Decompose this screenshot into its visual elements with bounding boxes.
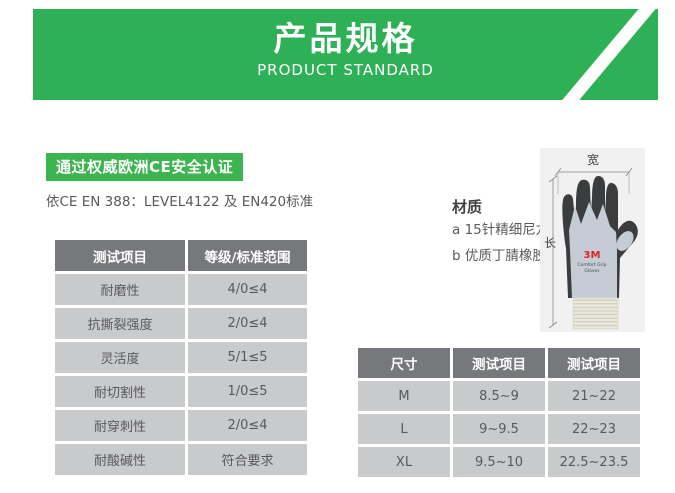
- value-cell: 9.5~10: [453, 447, 545, 477]
- test-item-cell: 抗撕裂强度: [55, 308, 185, 339]
- test-value-cell: 符合要求: [188, 444, 307, 475]
- width-measure-line: [554, 167, 633, 194]
- test-value-cell: 4/0≤4: [188, 274, 307, 305]
- test-value-cell: 2/0≤4: [188, 308, 307, 339]
- glove-thumb-palm: [616, 231, 634, 251]
- table-row: 抗撕裂强度 2/0≤4: [55, 308, 307, 339]
- table-row: 灵活度 5/1≤5: [55, 342, 307, 373]
- width-dimension-label: 宽: [587, 152, 599, 167]
- ce-standard-line: 依CE EN 388：LEVEL4122 及 EN420标准: [46, 194, 314, 210]
- test-item-cell: 耐磨性: [55, 274, 185, 305]
- page-subtitle: PRODUCT STANDARD: [257, 61, 434, 79]
- glove-product-image: 宽 长 3M Comfort Grip Glo: [540, 148, 645, 332]
- materials-item: b 优质丁腈橡胶: [452, 248, 546, 264]
- size-cell: L: [358, 414, 450, 444]
- glove-cuff: [572, 297, 619, 330]
- table-row: M 8.5~9 21~22: [358, 381, 640, 411]
- brand-logo: 3M: [584, 250, 601, 261]
- value-cell: 8.5~9: [453, 381, 545, 411]
- test-item-cell: 耐穿刺性: [55, 410, 185, 441]
- test-value-cell: 1/0≤5: [188, 376, 307, 407]
- table-row: L 9~9.5 22~23: [358, 414, 640, 444]
- banner: 产品规格 PRODUCT STANDARD: [33, 9, 658, 100]
- column-header: 等级/标准范围: [188, 240, 307, 271]
- brand-caption: Gloves: [584, 268, 600, 274]
- column-header: 测试项目: [548, 348, 640, 378]
- column-header: 测试项目: [55, 240, 185, 271]
- table-row: 耐穿刺性 2/0≤4: [55, 410, 307, 441]
- table-header-row: 尺寸 测试项目 测试项目: [358, 348, 640, 378]
- ce-certification-badge: 通过权威欧洲CE安全认证: [46, 153, 244, 181]
- value-cell: 9~9.5: [453, 414, 545, 444]
- test-item-cell: 灵活度: [55, 342, 185, 373]
- size-table: 尺寸 测试项目 测试项目 M 8.5~9 21~22 L 9~9.5 22~23…: [355, 345, 643, 480]
- size-cell: XL: [358, 447, 450, 477]
- size-cell: M: [358, 381, 450, 411]
- test-results-table: 测试项目 等级/标准范围 耐磨性 4/0≤4 抗撕裂强度 2/0≤4 灵活度 5…: [52, 237, 310, 478]
- test-value-cell: 2/0≤4: [188, 410, 307, 441]
- table-row: 耐酸碱性 符合要求: [55, 444, 307, 475]
- materials-section: 材质 a 15针精细尼龙 b 优质丁腈橡胶: [452, 196, 582, 269]
- page-title: 产品规格: [273, 19, 418, 58]
- value-cell: 22.5~23.5: [548, 447, 640, 477]
- table-header-row: 测试项目 等级/标准范围: [55, 240, 307, 271]
- value-cell: 21~22: [548, 381, 640, 411]
- column-header: 尺寸: [358, 348, 450, 378]
- table-row: XL 9.5~10 22.5~23.5: [358, 447, 640, 477]
- materials-title: 材质: [452, 198, 483, 216]
- length-dimension-label: 长: [544, 236, 556, 250]
- brand-caption: Comfort Grip: [577, 262, 606, 268]
- column-header: 测试项目: [453, 348, 545, 378]
- test-item-cell: 耐酸碱性: [55, 444, 185, 475]
- value-cell: 22~23: [548, 414, 640, 444]
- table-row: 耐磨性 4/0≤4: [55, 274, 307, 305]
- test-item-cell: 耐切割性: [55, 376, 185, 407]
- test-value-cell: 5/1≤5: [188, 342, 307, 373]
- length-measure-line: [548, 175, 558, 329]
- glove-illustration: 宽 长 3M Comfort Grip Glo: [544, 152, 638, 330]
- glove-palm: [569, 202, 617, 298]
- materials-item: a 15针精细尼龙: [452, 222, 550, 238]
- table-row: 耐切割性 1/0≤5: [55, 376, 307, 407]
